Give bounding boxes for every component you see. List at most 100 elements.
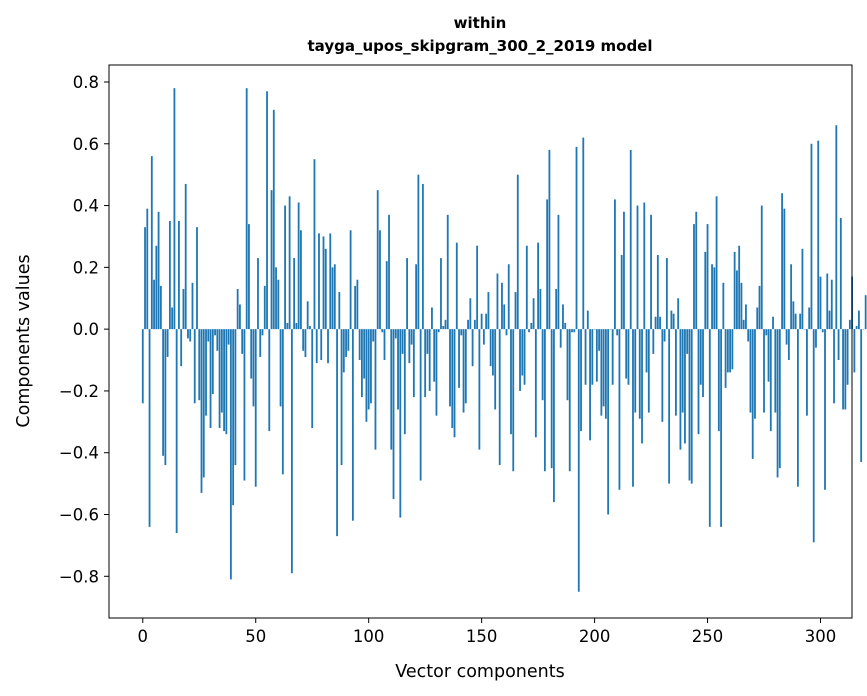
bar-267 (745, 304, 747, 330)
bar-210 (616, 329, 619, 336)
bar-78 (318, 233, 320, 330)
bar-70 (300, 230, 302, 330)
bar-201 (595, 329, 598, 382)
bar-38 (227, 329, 230, 345)
bar-287 (790, 264, 793, 330)
bar-277 (767, 329, 770, 382)
bar-119 (410, 329, 413, 345)
bar-215 (627, 329, 630, 385)
bar-136 (449, 329, 451, 407)
bar-80 (322, 236, 325, 330)
bar-101 (370, 329, 372, 404)
bar-81 (324, 248, 327, 330)
bars-group (141, 88, 867, 592)
bar-137 (451, 329, 454, 428)
bar-46 (245, 88, 248, 330)
bar-9 (162, 329, 165, 456)
bar-45 (243, 329, 246, 481)
bar-77 (315, 329, 318, 364)
bar-155 (492, 329, 494, 376)
bar-157 (496, 273, 499, 330)
bar-86 (336, 329, 338, 537)
bar-306 (833, 329, 835, 404)
bar-301 (821, 329, 824, 333)
bar-105 (379, 230, 381, 330)
y-tick-label: 0.4 (73, 197, 99, 216)
bar-88 (340, 329, 343, 466)
x-axis-label: Vector components (395, 662, 564, 682)
bar-22 (191, 282, 194, 330)
bar-139 (455, 242, 458, 330)
x-axis-ticks: 0 50 100 150 200 250 300 (138, 618, 837, 646)
bar-72 (304, 329, 307, 357)
bar-109 (388, 214, 390, 330)
bar-24 (196, 227, 198, 330)
bar-26 (200, 329, 203, 493)
bar-82 (327, 329, 329, 364)
bar-138 (453, 329, 456, 438)
bar-271 (754, 329, 756, 419)
bar-212 (620, 255, 623, 330)
bar-44 (241, 329, 244, 354)
bar-106 (381, 329, 384, 333)
bar-251 (708, 329, 711, 527)
bar-172 (530, 322, 533, 330)
bar-8 (159, 285, 162, 330)
bar-123 (419, 329, 422, 481)
bar-130 (435, 329, 438, 416)
bar-60 (277, 279, 280, 330)
bar-202 (598, 329, 601, 351)
bar-256 (720, 329, 722, 527)
bar-93 (351, 329, 354, 521)
bar-170 (525, 245, 528, 330)
bar-198 (589, 329, 591, 441)
bar-219 (636, 205, 639, 330)
bar-199 (591, 329, 594, 385)
bar-254 (715, 196, 718, 330)
bar-181 (550, 329, 553, 469)
bar-85 (333, 264, 336, 330)
bar-192 (575, 146, 578, 330)
bar-98 (363, 329, 366, 379)
bar-36 (223, 329, 225, 432)
bar-223 (645, 329, 648, 373)
bar-40 (232, 329, 235, 506)
bar-241 (686, 329, 689, 354)
bar-228 (656, 255, 659, 330)
bar-250 (706, 224, 709, 330)
bar-113 (397, 329, 399, 410)
bar-156 (494, 329, 497, 410)
bar-213 (623, 211, 625, 330)
bar-65 (288, 196, 291, 330)
bar-231 (663, 329, 666, 342)
bar-307 (835, 125, 838, 330)
bar-283 (781, 193, 783, 330)
bar-52 (259, 329, 262, 357)
plot-frame (108, 64, 853, 619)
bar-12 (168, 221, 171, 330)
y-tick-label: 0.8 (73, 73, 99, 92)
bar-242 (688, 329, 691, 481)
bar-222 (643, 202, 646, 330)
bar-64 (286, 322, 289, 330)
bar-142 (462, 329, 465, 413)
bar-184 (557, 214, 560, 330)
bar-308 (837, 329, 840, 361)
bar-6 (155, 245, 158, 330)
bar-30 (209, 329, 212, 428)
bar-4 (150, 156, 153, 330)
bar-71 (302, 329, 305, 351)
bar-20 (187, 329, 189, 339)
x-tick-label: 300 (805, 627, 837, 646)
y-tick-label: −0.4 (59, 444, 99, 463)
bar-303 (826, 273, 829, 330)
bar-247 (699, 329, 702, 385)
bar-145 (469, 298, 472, 330)
bar-108 (385, 261, 388, 330)
bar-49 (252, 329, 255, 407)
bar-75 (311, 329, 314, 428)
bar-16 (178, 221, 180, 330)
bar-66 (290, 329, 293, 574)
bar-55 (266, 91, 268, 330)
bar-273 (758, 285, 761, 330)
